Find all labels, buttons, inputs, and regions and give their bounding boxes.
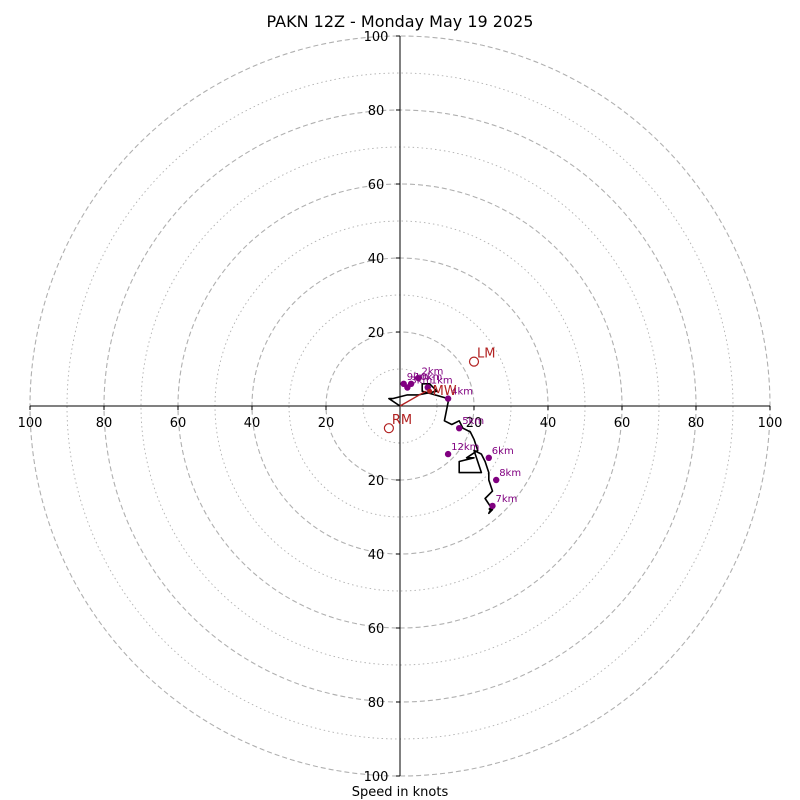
height-marker-label: 9km (407, 372, 429, 383)
height-marker-point (415, 375, 422, 382)
hodograph-trace (388, 382, 494, 515)
height-marker-label: 8km (499, 468, 521, 479)
height-marker-point (493, 476, 500, 484)
storm-motion-point (468, 356, 480, 367)
y-tick-label: 20 (368, 326, 385, 341)
y-tick-label: 20 (368, 474, 385, 489)
x-tick-label: 20 (318, 416, 335, 431)
storm-motion-point (383, 423, 394, 434)
height-marker-label: 4km (451, 387, 473, 398)
height-marker-label: 6km (492, 446, 514, 457)
y-tick-label: 60 (368, 178, 385, 193)
height-marker-label: 5km (462, 416, 484, 427)
shear-vector (399, 390, 427, 407)
x-tick-label: 60 (170, 416, 187, 431)
y-tick-label: 40 (368, 252, 385, 267)
storm-motion-point (427, 388, 433, 394)
height-marker-label: 2km (422, 366, 444, 377)
chart-title: PAKN 12Z - Monday May 19 2025 (267, 12, 534, 31)
x-tick-label: 100 (758, 416, 783, 431)
height-marker-point (407, 380, 415, 387)
y-tick-label: 80 (368, 696, 385, 711)
x-tick-label: 40 (540, 416, 557, 431)
y-tick-label: 40 (368, 548, 385, 563)
y-tick-label: 80 (368, 104, 385, 119)
x-tick-label: 40 (244, 416, 261, 431)
height-marker-label: 10km (414, 372, 442, 383)
height-marker-label: 12km (451, 442, 479, 453)
height-marker-label: 3km (410, 376, 432, 387)
height-marker-label: 7km (496, 494, 518, 505)
storm-motion-label: LM (477, 347, 495, 362)
height-marker-point (444, 450, 452, 458)
height-marker-point (485, 454, 492, 461)
y-tick-label: 100 (364, 30, 389, 45)
x-tick-label: 100 (18, 416, 43, 431)
height-marker-point (444, 395, 452, 402)
storm-motion-layer: LM RM MW (383, 347, 495, 434)
height-marker-point (400, 380, 407, 387)
x-tick-label: 80 (96, 416, 113, 431)
hodograph-trace-layer (388, 382, 494, 515)
tick-labels: 100 80 60 40 20 20 40 60 80 100 100 80 60 40 20 20 40 60 8… (18, 30, 783, 785)
y-tick-label: 60 (368, 622, 385, 637)
x-tick-label: 60 (614, 416, 631, 431)
height-marker-point (489, 502, 496, 510)
height-marker-point (456, 425, 463, 432)
x-tick-label: 20 (466, 416, 483, 431)
x-tick-label: 80 (688, 416, 705, 431)
x-axis-label: Speed in knots (352, 785, 449, 800)
storm-motion-label: MW (433, 384, 457, 399)
height-marker-label: 1km (431, 376, 453, 387)
y-tick-label: 100 (364, 770, 389, 785)
storm-motion-label: RM (392, 413, 412, 428)
